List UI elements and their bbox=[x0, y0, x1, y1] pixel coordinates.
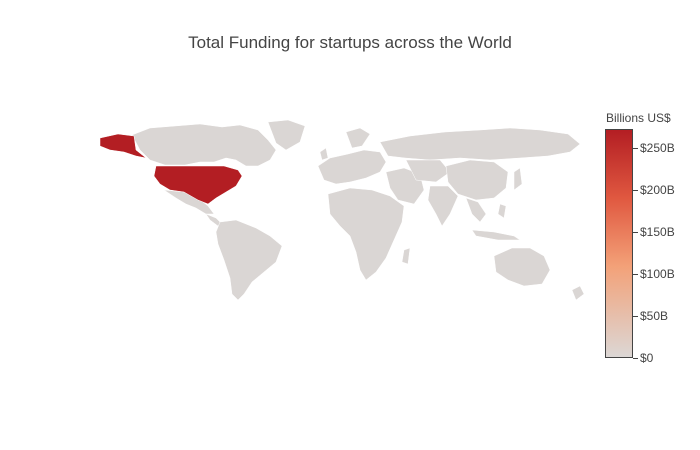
country-canada bbox=[131, 123, 277, 167]
country-india bbox=[427, 185, 459, 227]
colorbar-tick bbox=[633, 358, 638, 359]
country-indonesia bbox=[471, 229, 521, 241]
country-new-zealand bbox=[571, 285, 585, 301]
colorbar-tick bbox=[633, 231, 638, 233]
country-russia bbox=[379, 127, 581, 161]
country-usa-alaska bbox=[99, 133, 147, 159]
country-uk bbox=[319, 147, 329, 161]
country-usa bbox=[153, 165, 243, 205]
country-central-asia bbox=[405, 159, 451, 183]
country-greenland bbox=[267, 119, 306, 151]
colorbar-tick-label: $200B bbox=[640, 182, 675, 197]
country-europe bbox=[317, 149, 387, 185]
colorbar-tick-label: $250B bbox=[640, 140, 675, 155]
country-scandinavia bbox=[345, 127, 371, 149]
colorbar-tick bbox=[633, 273, 638, 275]
country-china bbox=[445, 159, 509, 201]
colorbar-tick-label: $50B bbox=[640, 308, 669, 323]
country-madagascar bbox=[401, 247, 411, 265]
colorbar-tick-label: $150B bbox=[640, 224, 675, 239]
country-southeast-asia bbox=[465, 197, 487, 223]
colorbar-tick-label: $0 bbox=[640, 351, 654, 365]
country-africa bbox=[327, 187, 405, 281]
country-south-america bbox=[215, 219, 283, 301]
colorbar-title: Billions US$ bbox=[606, 111, 671, 125]
country-philippines bbox=[497, 203, 507, 219]
colorbar-tick-label: $100B bbox=[640, 266, 675, 281]
chart-title: Total Funding for startups across the Wo… bbox=[188, 33, 512, 52]
country-japan bbox=[513, 167, 523, 191]
colorbar-tick bbox=[633, 189, 638, 191]
colorbar-tick bbox=[633, 147, 638, 149]
country-australia bbox=[493, 247, 551, 287]
colorbar-tick bbox=[633, 315, 638, 317]
colorbar bbox=[605, 129, 633, 358]
